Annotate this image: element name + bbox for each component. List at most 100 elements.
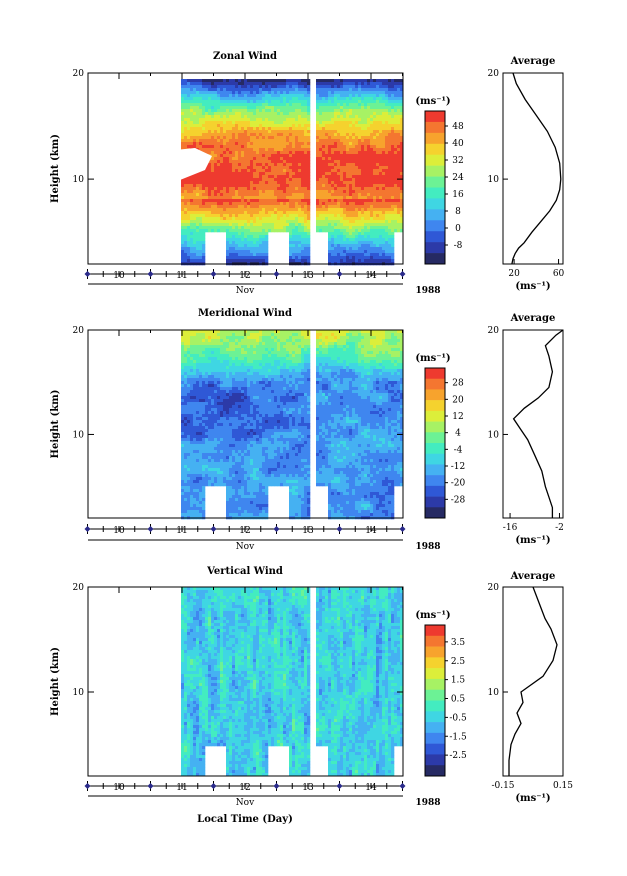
heatmap-cell [199, 393, 203, 397]
heatmap-cell [394, 208, 398, 212]
heatmap-cell [190, 384, 194, 388]
heatmap-cell [223, 136, 227, 140]
heatmap-cell [379, 256, 383, 260]
heatmap-cell [394, 184, 398, 188]
heatmap-cell [337, 253, 341, 257]
heatmap-cell [379, 142, 383, 146]
heatmap-cell [223, 151, 227, 155]
heatmap-cell [181, 94, 185, 98]
heatmap-cell [340, 109, 344, 113]
heatmap-cell [298, 253, 302, 257]
heatmap-cell [286, 226, 290, 230]
heatmap-cell [376, 124, 380, 128]
heatmap-cell [205, 354, 209, 358]
heatmap-cell [181, 79, 185, 83]
heatmap-cell [325, 139, 329, 143]
heatmap-cell [196, 435, 200, 439]
heatmap-cell [238, 226, 242, 230]
heatmap-cell [238, 247, 242, 251]
heatmap-cell [304, 157, 308, 161]
heatmap-cell [376, 136, 380, 140]
heatmap-cell [205, 121, 209, 125]
heatmap-cell [268, 211, 272, 215]
heatmap-cell [211, 199, 215, 203]
heatmap-cell [373, 85, 377, 89]
heatmap-cell [265, 148, 269, 152]
heatmap-cell [316, 118, 320, 122]
heatmap-cell [268, 145, 272, 149]
heatmap-cell [367, 82, 371, 86]
heatmap-cell [349, 193, 353, 197]
heatmap-cell [202, 339, 206, 343]
heatmap-cell [289, 220, 293, 224]
heatmap-cell [334, 148, 338, 152]
heatmap-cell [292, 139, 296, 143]
heatmap-cell [397, 85, 401, 89]
heatmap-cell [265, 133, 269, 137]
heatmap-cell [259, 139, 263, 143]
heatmap-cell [238, 142, 242, 146]
heatmap-cell [295, 151, 299, 155]
heatmap-cell [385, 217, 389, 221]
heatmap-cell [193, 363, 197, 367]
heatmap-cell [397, 121, 401, 125]
heatmap-cell [184, 414, 188, 418]
heatmap-cell [358, 214, 362, 218]
heatmap-cell [361, 187, 365, 191]
heatmap-cell [388, 181, 392, 185]
heatmap-cell [376, 184, 380, 188]
heatmap-cell [328, 121, 332, 125]
avg-x-axis-label: (ms⁻¹) [515, 281, 550, 292]
heatmap-cell [286, 160, 290, 164]
heatmap-cell [334, 139, 338, 143]
heatmap-cell [238, 115, 242, 119]
heatmap-cell [187, 486, 191, 490]
heatmap-cell [361, 112, 365, 116]
heatmap-cell [205, 471, 209, 475]
heatmap-cell [379, 163, 383, 167]
heatmap-cell [193, 211, 197, 215]
heatmap-cell [235, 208, 239, 212]
heatmap-cell [268, 103, 272, 107]
heatmap-cell [187, 465, 191, 469]
heatmap-cell [361, 181, 365, 185]
heatmap-cell [256, 178, 260, 182]
heatmap-cell [190, 333, 194, 337]
heatmap-cell [226, 235, 230, 239]
heatmap-cell [337, 187, 341, 191]
heatmap-cell [364, 247, 368, 251]
heatmap-cell [262, 199, 266, 203]
heatmap-cell [271, 100, 275, 104]
heatmap-cell [262, 247, 266, 251]
heatmap-cell [187, 112, 191, 116]
heatmap-cell [238, 178, 242, 182]
heatmap-cell [223, 229, 227, 233]
heatmap-cell [331, 115, 335, 119]
heatmap-cell [280, 97, 284, 101]
heatmap-cell [202, 223, 206, 227]
heatmap-cell [343, 238, 347, 242]
heatmap-cell [376, 211, 380, 215]
heatmap-cell [268, 124, 272, 128]
heatmap-cell [346, 178, 350, 182]
heatmap-cell [340, 175, 344, 179]
heatmap-cell [265, 103, 269, 107]
heatmap-cell [307, 220, 311, 224]
heatmap-cell [358, 112, 362, 116]
heatmap-cell [346, 184, 350, 188]
heatmap-cell [193, 250, 197, 254]
x-tick-label: 11 [176, 271, 187, 281]
heatmap-cell [229, 193, 233, 197]
heatmap-cell [361, 184, 365, 188]
heatmap-cell [223, 163, 227, 167]
heatmap-cell [295, 103, 299, 107]
heatmap-cell [220, 100, 224, 104]
heatmap-cell [247, 79, 251, 83]
heatmap-cell [346, 106, 350, 110]
heatmap-cell [340, 166, 344, 170]
heatmap-cell [367, 214, 371, 218]
heatmap-cell [376, 205, 380, 209]
heatmap-cell [208, 190, 212, 194]
heatmap-cell [196, 336, 200, 340]
heatmap-cell [247, 97, 251, 101]
